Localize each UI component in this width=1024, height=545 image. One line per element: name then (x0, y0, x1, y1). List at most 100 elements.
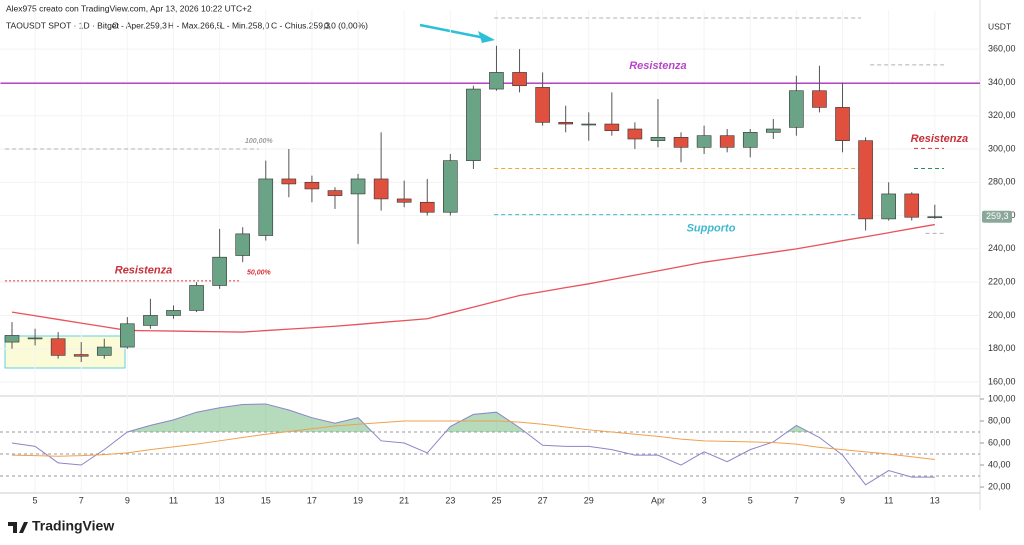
x-tick-label: 25 (491, 495, 501, 505)
x-tick-label: 9 (125, 495, 130, 505)
annotation: Supporto (687, 222, 736, 234)
candle-body (904, 193, 920, 218)
x-tick-label: 5 (33, 495, 38, 505)
candle-body (766, 128, 781, 133)
x-tick-label: 13 (215, 495, 225, 505)
y-tick-label: 60,00 (988, 437, 1011, 447)
candle-body (581, 123, 597, 126)
x-tick-label: 27 (538, 495, 548, 505)
x-tick-label: 23 (445, 495, 455, 505)
y-tick-label: 20,00 (988, 481, 1011, 491)
ohlc-close: C - Chius.259,3 (271, 20, 330, 30)
candle-body (419, 201, 435, 213)
ohlc-change: 0,0 (0,00%) (324, 20, 368, 30)
indicator-line (11, 420, 935, 461)
candle-body (212, 256, 227, 286)
ohlc-open: O - Aper.259,3 (112, 20, 167, 30)
y-tick-label: 280,00 (988, 177, 1016, 187)
y-tick-label: 340,00 (988, 77, 1016, 87)
candle-body (166, 310, 181, 316)
candle-body (535, 87, 550, 123)
candle-body (489, 72, 504, 90)
x-tick-label: 29 (584, 495, 594, 505)
candle-body (443, 160, 458, 213)
candle-body (189, 285, 204, 311)
candle-body (789, 90, 804, 128)
moving-average (11, 223, 935, 333)
candle-body (235, 233, 250, 256)
candle-body (558, 122, 573, 125)
candle-body (350, 178, 366, 195)
currency: USDT (988, 21, 1011, 31)
x-tick-label: 7 (79, 495, 84, 505)
candle-body (304, 181, 320, 190)
annotation: Resistenza (911, 133, 968, 145)
plot (0, 17, 980, 363)
author: Alex975 creato con TradingView.com, Apr … (6, 3, 252, 13)
candle-body (4, 335, 20, 343)
candle-body (27, 337, 43, 340)
indicator-line (11, 403, 935, 486)
annotation: Resistenza (115, 265, 172, 277)
y-tick-label: 80,00 (988, 415, 1011, 425)
y-tick-label: 240,00 (988, 243, 1016, 253)
annotation: 50,00% (247, 270, 272, 277)
x-tick-label: 11 (169, 495, 178, 505)
candle-body (396, 198, 412, 203)
candle-body (835, 107, 850, 141)
candle-body (281, 178, 297, 185)
x-tick-label: 7 (794, 495, 799, 505)
candle-body (673, 137, 689, 148)
y-tick-label: 100,00 (988, 393, 1016, 403)
candle-body (50, 338, 66, 356)
x-tick-label: 15 (261, 495, 271, 505)
x-tick-label: 13 (930, 495, 940, 505)
annotation: 100,00% (245, 138, 273, 145)
x-tick-label: Apr (651, 495, 665, 505)
y-tick-label: 360,00 (988, 43, 1016, 53)
candle-body (650, 137, 666, 141)
candle-body (96, 346, 112, 356)
y-tick-label: 200,00 (988, 310, 1016, 320)
y-tick-label: 40,00 (988, 459, 1011, 469)
x-tick-label: 17 (307, 495, 317, 505)
candle-body (719, 135, 735, 148)
last-price-box (982, 210, 1012, 223)
candle-body (73, 354, 89, 357)
y-tick-label: 180,00 (988, 343, 1016, 353)
candle-body (373, 178, 389, 200)
arrow (419, 23, 486, 40)
candle-body (696, 135, 712, 148)
candle-body (466, 88, 481, 161)
x-tick-label: 21 (399, 495, 409, 505)
candle-body (143, 315, 158, 326)
x-tick-label: 3 (702, 495, 707, 505)
logo: TradingView (8, 518, 114, 534)
candle-body (327, 190, 343, 196)
candle-body (120, 323, 135, 348)
candle-body (927, 216, 943, 219)
candle-body (627, 128, 643, 140)
annotation: Resistenza (629, 60, 686, 72)
ohlc-high: H - Max.266,5 (168, 20, 222, 30)
overbought-fill (127, 403, 809, 432)
x-tick-label: 9 (840, 495, 845, 505)
candle-body (812, 90, 827, 108)
candle-body (512, 72, 527, 87)
candle-body (258, 178, 274, 236)
y-tick-label: 160,00 (988, 376, 1016, 386)
ohlc-low: L - Min.258,0 (220, 20, 270, 30)
candle-body (742, 132, 758, 148)
y-tick-label: 220,00 (988, 277, 1016, 287)
y-tick-label: 300,00 (988, 143, 1016, 153)
y-tick-label: 320,00 (988, 110, 1016, 120)
x-tick-label: 11 (884, 495, 893, 505)
x-tick-label: 19 (353, 495, 363, 505)
candle-body (604, 123, 620, 131)
candle-body (881, 193, 896, 220)
candle-body (858, 140, 873, 220)
last-price-label: 259,3 (986, 211, 1009, 221)
arrow-head (478, 31, 495, 43)
